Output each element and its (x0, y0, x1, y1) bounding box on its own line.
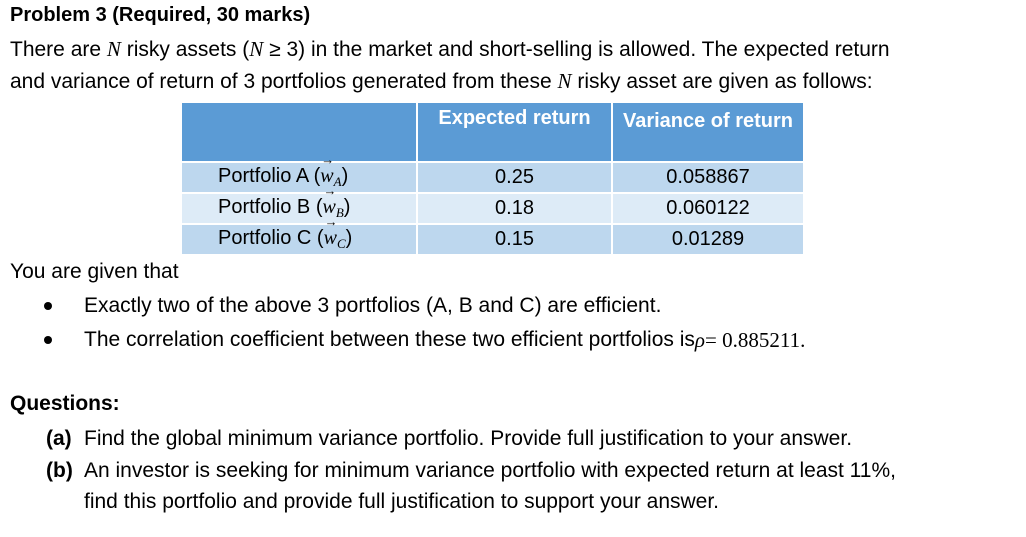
arrow-icon: → (321, 152, 335, 167)
math-N: N (249, 37, 264, 61)
intro-line-1: There are N risky assets (N ≥ 3) in the … (10, 34, 890, 65)
question-a: (a) Find the global minimum variance port… (46, 422, 852, 455)
math-rho: ρ (694, 328, 705, 352)
question-label: (a) (46, 427, 72, 450)
list-item: The correlation coefficient between thes… (44, 323, 805, 357)
list-item: Exactly two of the above 3 portfolios (A… (44, 289, 805, 323)
question-b-continuation: find this portfolio and provide full jus… (84, 490, 720, 513)
bullet-text: The correlation coefficient between thes… (84, 328, 695, 351)
header-expected-return: Expected return (416, 101, 613, 163)
given-text: You are given that (10, 260, 179, 283)
intro-line-2: and variance of return of 3 portfolios g… (10, 66, 873, 97)
expected-return-cell: 0.25 (416, 161, 613, 194)
variance-cell: 0.060122 (611, 192, 805, 225)
header-variance: Variance of return (611, 101, 805, 163)
row-label: Portfolio B (→ wB) (180, 183, 418, 225)
vector-w: → wA (320, 152, 342, 189)
vector-w: → wC (323, 214, 346, 251)
problem-title: Problem 3 (Required, 30 marks) (10, 4, 311, 26)
arrow-icon: → (323, 183, 337, 198)
intro-text: ≥ 3) in the market and short-selling is … (263, 38, 890, 61)
table-header-row: Expected return Variance of return (180, 101, 805, 163)
intro-text: risky asset are given as follows: (571, 70, 873, 93)
bullet-icon (44, 336, 52, 344)
question-b: (b) An investor is seeking for minimum va… (46, 454, 896, 487)
portfolio-table: Expected return Variance of return Portf… (180, 101, 805, 256)
question-text: Find the global minimum variance portfol… (84, 427, 853, 450)
math-eq: = 0.885211. (705, 328, 806, 352)
expected-return-cell: 0.18 (416, 192, 613, 225)
header-empty (180, 101, 418, 163)
math-N: N (106, 37, 121, 61)
table-row: Portfolio B (→ wB) 0.18 0.060122 (180, 183, 805, 225)
variance-cell: 0.058867 (611, 161, 805, 194)
bullet-icon (44, 302, 52, 310)
arrow-icon: → (324, 214, 338, 229)
intro-text: risky assets ( (120, 38, 250, 61)
bullet-text: Exactly two of the above 3 portfolios (A… (84, 294, 662, 317)
table-row: Portfolio C (→ wC) 0.15 0.01289 (180, 214, 805, 256)
math-N: N (557, 69, 572, 93)
bullet-list: Exactly two of the above 3 portfolios (A… (44, 289, 805, 357)
question-text: An investor is seeking for minimum varia… (84, 459, 896, 482)
row-label: Portfolio A (→ wA) (180, 152, 418, 194)
question-label: (b) (46, 459, 73, 482)
expected-return-cell: 0.15 (416, 223, 613, 256)
variance-cell: 0.01289 (611, 223, 805, 256)
table-row: Portfolio A (→ wA) 0.25 0.058867 (180, 152, 805, 194)
row-label: Portfolio C (→ wC) (180, 214, 418, 256)
intro-text: and variance of return of 3 portfolios g… (10, 70, 558, 93)
intro-text: There are (10, 38, 107, 61)
questions-title: Questions: (10, 392, 120, 415)
vector-w: → wB (322, 183, 344, 220)
